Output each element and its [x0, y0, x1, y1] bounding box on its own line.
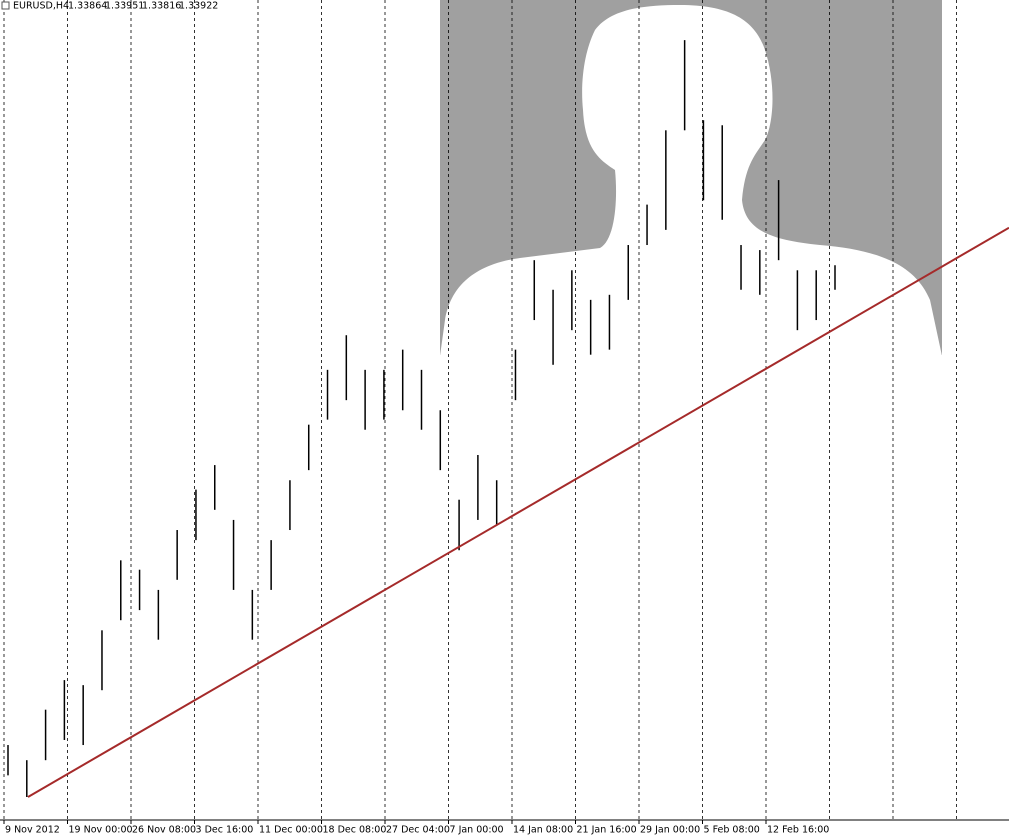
- x-tick-label: 26 Nov 08:00: [132, 825, 196, 836]
- x-tick-label: 27 Dec 04:00: [386, 825, 450, 836]
- open: 1.33864: [68, 1, 107, 12]
- x-tick-label: 3 Dec 16:00: [196, 825, 254, 836]
- x-tick-label: 7 Jan 00:00: [450, 825, 504, 836]
- x-tick-label: 5 Feb 08:00: [704, 825, 760, 836]
- close: 1.33922: [179, 1, 218, 12]
- low: 1.33816: [142, 1, 181, 12]
- symbol-icon: [1, 1, 10, 10]
- grid-layer: [3, 0, 957, 820]
- x-tick-label: 14 Jan 08:00: [513, 825, 573, 836]
- x-tick-label: 9 Nov 2012: [5, 825, 60, 836]
- x-tick-label: 18 Dec 08:00: [323, 825, 387, 836]
- x-tick-label: 29 Jan 00:00: [640, 825, 700, 836]
- x-tick-label: 19 Nov 00:00: [69, 825, 133, 836]
- x-tick-label: 21 Jan 16:00: [577, 825, 637, 836]
- silhouette: [440, 5, 942, 356]
- high: 1.33951: [105, 1, 144, 12]
- x-tick-label: 12 Feb 16:00: [767, 825, 829, 836]
- trendline: [27, 226, 1009, 798]
- bar-layer: [7, 40, 836, 797]
- x-tick-label: 11 Dec 00:00: [259, 825, 323, 836]
- symbol: EURUSD,H4: [13, 1, 69, 12]
